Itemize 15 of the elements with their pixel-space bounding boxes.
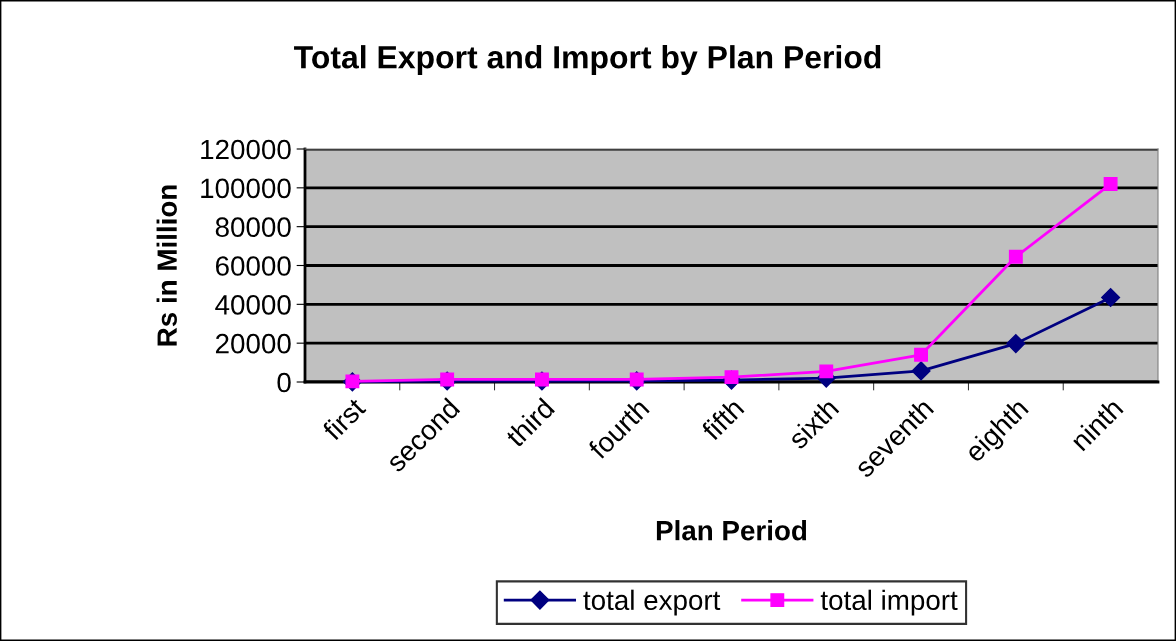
- y-tick-label: 60000: [215, 256, 291, 276]
- y-axis-title: Rs in Million: [156, 185, 177, 346]
- legend-label: total export: [583, 589, 721, 616]
- legend-label: total import: [820, 589, 958, 616]
- y-tick-label: 80000: [215, 217, 291, 238]
- y-tick-label: 20000: [215, 333, 291, 354]
- y-tick-label: 0: [277, 372, 291, 393]
- y-tick-label: 100000: [201, 178, 291, 199]
- x-axis-title: Plan Period: [656, 520, 807, 541]
- y-tick-label: 40000: [215, 295, 291, 315]
- y-tick-label: 120000: [201, 139, 291, 160]
- chart-title: Total Export and Import by Plan Period: [294, 45, 881, 75]
- x-tick-label: sixth: [786, 397, 840, 451]
- x-tick-label: fifth: [700, 397, 745, 442]
- x-tick-label: first: [321, 396, 367, 442]
